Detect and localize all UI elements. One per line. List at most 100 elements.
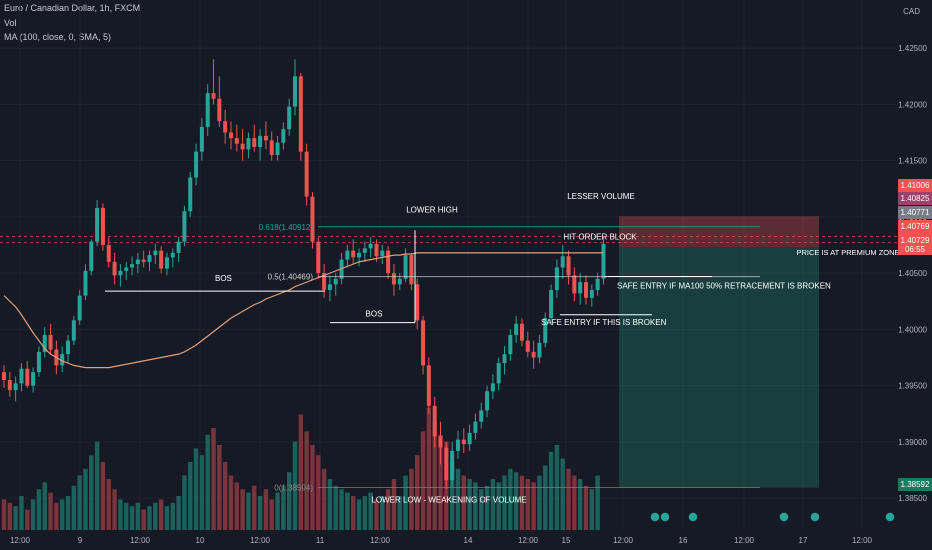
x-tick-label-3: 10 [196,536,205,545]
annotations: BOS BOS LOWER HIGH 0.618(1.40912) 0.5(1.4046… [105,192,900,505]
candle-body-67 [391,273,396,285]
x-tick-label-6: 12:00 [370,536,391,545]
hit-order-block-label: HIT ORDER BLOCK [563,232,637,241]
volume-bar-91 [531,482,536,530]
candle-body-48 [281,129,286,143]
candle-body-62 [362,248,367,253]
candle-body-38 [223,121,228,133]
ma100-line [3,252,604,369]
candle-body-96 [560,256,565,268]
candle-body-51 [298,76,303,152]
price-tag-2: 1.40771 [901,208,930,217]
volume-bar-45 [263,489,269,530]
volume-bar-55 [321,468,327,530]
lesser-volume-label: LESSER VOLUME [567,192,635,201]
volume-bar-97 [566,468,571,530]
event-marker-2 [687,511,699,523]
candle-body-35 [205,93,210,127]
volume-bar-0 [1,499,7,530]
candle-body-53 [310,196,315,242]
symbol-title: Euro / Canadian Dollar, 1h, FXCM [4,3,141,13]
y-tick-label-0: 1.42500 [898,44,927,53]
candle-body-6 [36,351,41,373]
candle-body-45 [263,135,268,141]
volume-bar-96 [560,458,565,530]
volume-indicator-label: Vol [4,18,17,28]
volume-bar-62 [362,496,368,530]
price-tag-bg-4 [898,478,932,491]
y-tick-label-8: 1.38500 [898,494,927,503]
candle-body-78 [455,439,460,451]
volume-bar-39 [228,475,234,530]
time-axis: 12:00 9 12:00 10 12:00 11 12:00 14 12:00 15 12:00 1… [10,511,896,545]
candle-body-101 [589,290,594,298]
volume-bar-4 [25,509,30,530]
candle-body-83 [485,391,490,411]
candle-body-100 [584,282,588,298]
candle-body-32 [188,177,193,212]
candle-body-92 [537,342,542,358]
volume-bar-89 [519,475,525,530]
candle-body-41 [240,143,245,150]
candle-body-29 [170,252,175,258]
candle-body-49 [287,106,292,130]
candle-body-46 [269,140,274,155]
candle-body-10 [60,354,65,366]
volume-bar-25 [147,506,152,530]
candle-body-61 [357,252,362,258]
candle-body-98 [572,275,577,294]
volume-bar-2 [13,506,18,530]
price-tag-bg-1 [898,192,932,205]
volume-bar-82 [479,489,484,530]
volume-bar-3 [19,496,24,530]
candle-body-70 [409,255,414,285]
volume-bar-80 [467,479,472,530]
volume-bar-87 [508,468,513,530]
volume-bar-93 [543,465,548,530]
volume-bar-15 [89,455,94,530]
price-tag-0: 1.41006 [901,181,930,190]
volume-bar-20 [118,499,123,530]
candle-body-73 [426,365,431,406]
volume-bar-92 [537,475,542,530]
premium-zone-label: PRICE IS AT PREMIUM ZONE [796,248,899,257]
volume-bar-34 [199,455,205,530]
x-tick-label-0: 12:00 [10,536,31,545]
candle-body-89 [519,323,524,341]
candle-body-52 [304,151,309,197]
volume-bar-102 [595,475,600,530]
candle-body-13 [77,295,82,321]
volume-bar-6 [36,489,42,530]
candle-body-5 [31,372,36,386]
candle-body-60 [351,250,356,258]
candle-body-44 [258,135,263,148]
price-axis: 1.425001.420001.415001.410001.405001.400… [898,7,932,503]
volume-bar-67 [391,479,397,530]
candle-body-23 [135,259,140,265]
candle-body-17 [100,207,105,245]
bos2-label: BOS [366,310,383,319]
candle-body-103 [601,243,606,279]
currency-label: CAD [903,7,920,16]
volume-bar-30 [176,496,181,530]
candle-body-50 [293,76,297,107]
candle-body-1 [7,380,12,391]
x-tick-label-10: 12:00 [613,536,634,545]
volume-bar-86 [502,475,507,530]
price-tag-bg-3 [898,220,932,233]
volume-bar-48 [281,485,286,530]
volume-bar-47 [275,492,280,530]
volume-bar-72 [420,431,426,530]
price-tag-4: 1.38592 [901,480,930,489]
volume-bar-81 [473,482,478,530]
volume-bar-66 [385,489,391,530]
x-tick-label-13: 17 [799,536,808,545]
candle-body-34 [199,126,204,152]
take-profit-zone [619,247,819,488]
price-tag-bg-2 [898,206,932,219]
fib-50-label: 0.5(1.40469) [268,273,314,282]
candle-body-66 [386,250,391,274]
volume-bar-1 [7,502,13,530]
volume-bar-13 [77,475,82,530]
